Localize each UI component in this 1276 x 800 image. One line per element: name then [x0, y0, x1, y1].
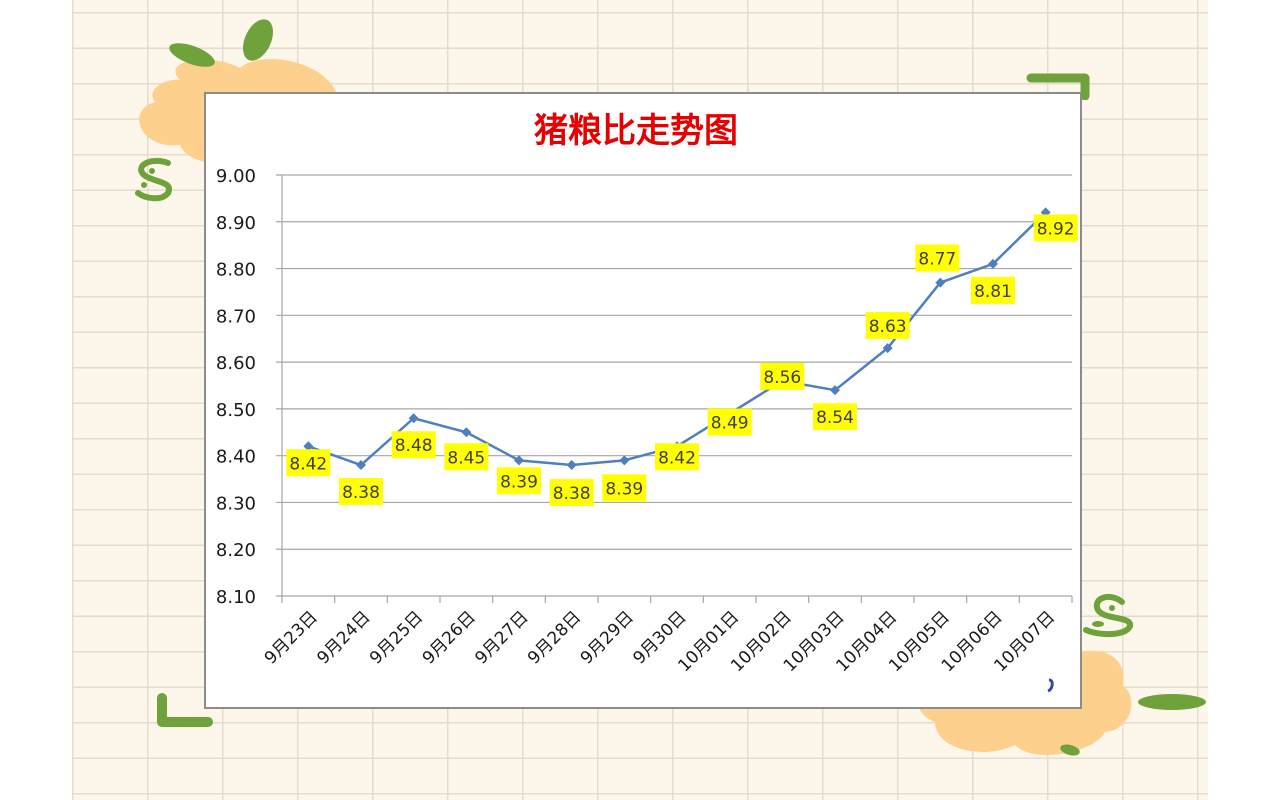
diamond-marker-icon: [882, 343, 893, 354]
data-label-box: [549, 479, 594, 507]
data-label: 8.38: [342, 483, 380, 503]
data-label: 8.63: [869, 317, 907, 337]
x-axis: 9月23日9月24日9月25日9月26日9月27日9月28日9月29日9月30日…: [261, 596, 1073, 676]
green-swirl-bottom-right: [1083, 593, 1133, 638]
y-tick-label: 8.60: [216, 353, 256, 374]
data-label-box: [760, 362, 805, 390]
data-label-box: [286, 449, 331, 477]
data-label: 8.45: [447, 448, 485, 468]
data-label-box: [339, 478, 383, 506]
data-label-box: [1033, 214, 1078, 242]
data-label: 8.54: [816, 408, 854, 428]
data-label: 8.39: [500, 472, 538, 492]
data-label-box: [915, 244, 960, 272]
diamond-marker-icon: [461, 427, 472, 438]
y-axis: 9.00 8.90 8.80 8.70 8.60 8.50 8.40 8.30 8.20 8.10: [216, 166, 283, 608]
x-tick-label: 9月28日: [524, 607, 585, 668]
diamond-marker-icon: [935, 277, 946, 288]
chart-title: 猪粮比走势图: [534, 111, 738, 151]
y-tick-label: 8.20: [216, 540, 256, 561]
data-label: 8.56: [763, 368, 801, 388]
diamond-marker-icon: [303, 441, 314, 452]
x-tick-label: 9月24日: [313, 607, 374, 668]
y-tick-label: 8.30: [216, 493, 256, 514]
data-label: 8.42: [658, 448, 696, 468]
leaf-icon: [169, 43, 215, 67]
y-tick-label: 9.00: [216, 166, 256, 187]
y-tick-label: 8.50: [216, 400, 256, 421]
diamond-marker-icon: [830, 385, 840, 396]
x-tick-label: 9月25日: [366, 607, 427, 668]
leaf-icon: [1060, 744, 1080, 756]
data-label: 8.92: [1037, 219, 1075, 239]
diamond-marker-icon: [514, 455, 524, 466]
data-label-box: [444, 443, 489, 471]
data-label: 8.38: [553, 484, 591, 504]
y-tick-label: 8.40: [216, 447, 256, 468]
y-tick-label: 8.80: [216, 260, 256, 281]
data-label: 8.49: [711, 414, 749, 434]
x-tick-label: 9月29日: [577, 607, 638, 668]
data-label: 8.81: [974, 282, 1012, 302]
data-label-box: [971, 276, 1015, 304]
data-label-box: [707, 408, 752, 436]
y-tick-label: 8.10: [216, 587, 256, 608]
diamond-marker-icon: [988, 258, 998, 269]
y-tick-label: 8.70: [216, 306, 256, 327]
leaf-icon: [1138, 694, 1206, 710]
x-tick-label: 9月23日: [261, 607, 322, 668]
line-chart: 猪粮比走势图 9.00 8.90 8.80 8.70 8.60 8.50 8.40 8.30 8…: [216, 111, 1078, 693]
green-corner-bottom-left: [157, 693, 213, 727]
data-label-box: [391, 431, 436, 459]
chart-container: 猪粮比走势图 9.00 8.90 8.80 8.70 8.60 8.50 8.40 8.30 8…: [204, 92, 1082, 709]
x-tick-label: 9月26日: [419, 607, 480, 668]
data-label-box: [865, 312, 910, 340]
data-label-box: [497, 467, 541, 495]
diamond-marker-icon: [566, 460, 577, 471]
data-label: 8.48: [395, 436, 433, 456]
data-label-box: [602, 474, 647, 502]
green-swirl-top-left: [135, 157, 172, 202]
diamond-marker-icon: [356, 460, 366, 471]
stray-mark: [1047, 678, 1054, 693]
green-corner-top-right: [1026, 73, 1090, 100]
data-label: 8.77: [918, 250, 956, 270]
data-label-box: [655, 443, 699, 471]
gridlines: [276, 174, 1072, 597]
data-label: 8.42: [289, 454, 327, 474]
data-label-box: [813, 403, 857, 431]
x-tick-label: 9月27日: [471, 607, 532, 668]
leaf-icon: [242, 19, 274, 61]
y-tick-label: 8.90: [216, 213, 256, 234]
data-label: 8.39: [605, 479, 643, 499]
data-labels: 8.42 8.38 8.48 8.45 8.39 8.38 8.39 8.42 8.49 8.56…: [286, 214, 1078, 507]
diamond-marker-icon: [408, 413, 419, 424]
diamond-marker-icon: [619, 455, 630, 466]
